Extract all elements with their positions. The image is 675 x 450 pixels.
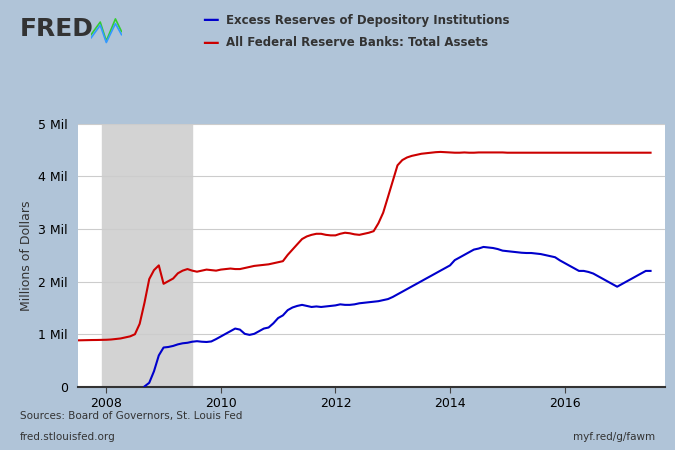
Text: —: — [202, 34, 219, 52]
Y-axis label: Millions of Dollars: Millions of Dollars [20, 200, 32, 310]
Text: myf.red/g/fawm: myf.red/g/fawm [572, 432, 655, 442]
Text: Sources: Board of Governors, St. Louis Fed: Sources: Board of Governors, St. Louis F… [20, 411, 242, 421]
Text: —: — [202, 11, 219, 29]
Text: All Federal Reserve Banks: Total Assets: All Federal Reserve Banks: Total Assets [226, 36, 488, 49]
Text: Excess Reserves of Depository Institutions: Excess Reserves of Depository Institutio… [226, 14, 510, 27]
Text: fred.stlouisfed.org: fred.stlouisfed.org [20, 432, 116, 442]
Bar [101, 124, 192, 387]
Text: FRED: FRED [20, 17, 94, 41]
